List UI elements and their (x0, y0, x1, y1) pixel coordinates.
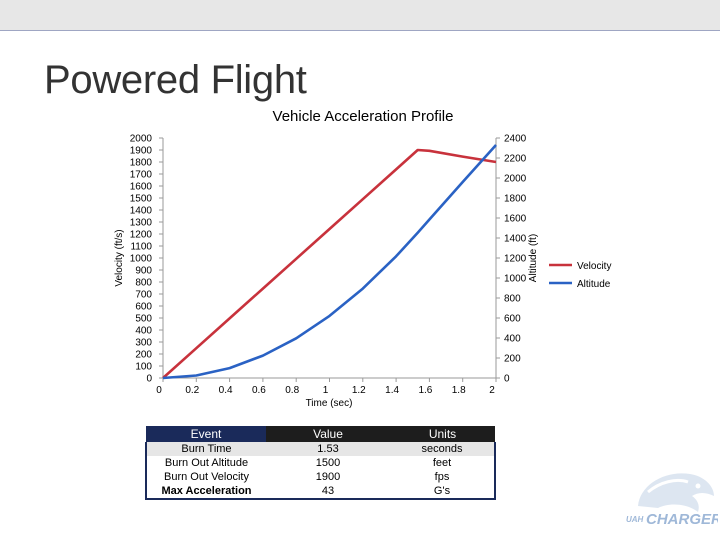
header-units: Units (390, 426, 495, 442)
y2-axis-label: Altitude (ft) (528, 234, 539, 282)
chargers-logo: UAH CHARGERS (626, 473, 718, 528)
y-tick-label: 100 (135, 362, 152, 373)
y-axis-label: Velocity (ft/s) (114, 229, 125, 286)
value-cell: 1.53 (266, 442, 390, 456)
x-tick-label: 0.4 (219, 385, 233, 396)
value-cell: 43 (266, 484, 390, 500)
series-line-altitude (162, 144, 497, 380)
y-tick-label: 1900 (130, 146, 153, 157)
acceleration-chart: Vehicle Acceleration Profile 01002003004… (114, 108, 611, 409)
y2-tick-label: 1800 (504, 194, 527, 205)
y-tick-label: 1400 (130, 206, 153, 217)
value-cell: 1500 (266, 456, 390, 470)
x-tick-label: 0.6 (252, 385, 266, 396)
y-tick-label: 1500 (130, 194, 153, 205)
x-tick-label: 1.6 (418, 385, 432, 396)
event-cell: Burn Out Altitude (145, 456, 266, 470)
event-cell: Max Acceleration (145, 484, 266, 500)
y-tick-label: 1100 (130, 242, 152, 253)
y-tick-label: 1200 (130, 230, 153, 241)
chart-title: Vehicle Acceleration Profile (273, 108, 454, 125)
y2-tick-label: 1200 (504, 254, 527, 265)
units-cell: seconds (390, 442, 496, 456)
y2-tick-label: 0 (504, 374, 510, 385)
y2-tick-label: 2200 (504, 154, 527, 165)
y2-tick-label: 600 (504, 314, 521, 325)
y2-tick-label: 200 (504, 354, 521, 365)
legend: Velocity Altitude (549, 261, 611, 290)
y2-tick-label: 1000 (504, 274, 527, 285)
y2-tick-label: 2000 (504, 174, 527, 185)
y-tick-label: 800 (135, 278, 152, 289)
y-tick-label: 2000 (130, 134, 153, 145)
y-tick-label: 1800 (130, 158, 153, 169)
y2-tick-label: 1400 (504, 234, 527, 245)
x-tick-label: 1.8 (452, 385, 466, 396)
event-cell: Burn Time (145, 442, 266, 456)
x-axis-label: Time (sec) (306, 398, 353, 409)
x-tick-label: 0.2 (185, 385, 199, 396)
table-header-row: Event Value Units (146, 426, 495, 442)
events-table: Event Value Units Burn Time 1.53 seconds… (145, 426, 496, 500)
logo-text: CHARGERS (646, 511, 718, 528)
x-tick-label: 1.4 (385, 385, 399, 396)
header-bar (0, 0, 720, 31)
value-cell: 1900 (266, 470, 390, 484)
y2-tick-label: 2400 (504, 134, 527, 145)
table-row: Burn Time 1.53 seconds (145, 442, 496, 456)
units-cell: G's (390, 484, 496, 500)
y2-tick-label: 1600 (504, 214, 527, 225)
y2-tick-label: 400 (504, 334, 521, 345)
x-tick-label: 1.2 (352, 385, 366, 396)
y-tick-label: 0 (146, 374, 152, 385)
y-tick-label: 1700 (130, 170, 153, 181)
units-cell: fps (390, 470, 496, 484)
y-tick-label: 1600 (130, 182, 153, 193)
y-tick-label: 300 (135, 338, 152, 349)
y-tick-label: 900 (135, 266, 152, 277)
legend-velocity-label: Velocity (577, 261, 611, 272)
table-row: Burn Out Velocity 1900 fps (145, 470, 496, 484)
horse-head-icon (638, 473, 714, 512)
x-tick-label: 1 (323, 385, 329, 396)
y-tick-label: 400 (135, 326, 152, 337)
table-row: Burn Out Altitude 1500 feet (145, 456, 496, 470)
event-cell: Burn Out Velocity (145, 470, 266, 484)
logo-subtext: UAH (626, 515, 644, 524)
legend-altitude-label: Altitude (577, 279, 611, 290)
y-tick-label: 1300 (130, 218, 153, 229)
table-row: Max Acceleration 43 G's (145, 484, 496, 500)
y-tick-label: 200 (135, 350, 152, 361)
y-tick-label: 500 (135, 314, 152, 325)
slide-title: Powered Flight (44, 58, 307, 102)
header-stripe (0, 30, 720, 31)
y-tick-label: 1000 (130, 254, 153, 265)
header-event: Event (146, 426, 266, 442)
x-tick-label: 0 (156, 385, 162, 396)
series-line-velocity (162, 148, 497, 379)
x-tick-label: 0.8 (285, 385, 299, 396)
y-tick-label: 600 (135, 302, 152, 313)
header-value: Value (266, 426, 390, 442)
units-cell: feet (390, 456, 496, 470)
y-tick-label: 700 (135, 290, 152, 301)
y2-tick-label: 800 (504, 294, 521, 305)
x-tick-label: 2 (489, 385, 495, 396)
